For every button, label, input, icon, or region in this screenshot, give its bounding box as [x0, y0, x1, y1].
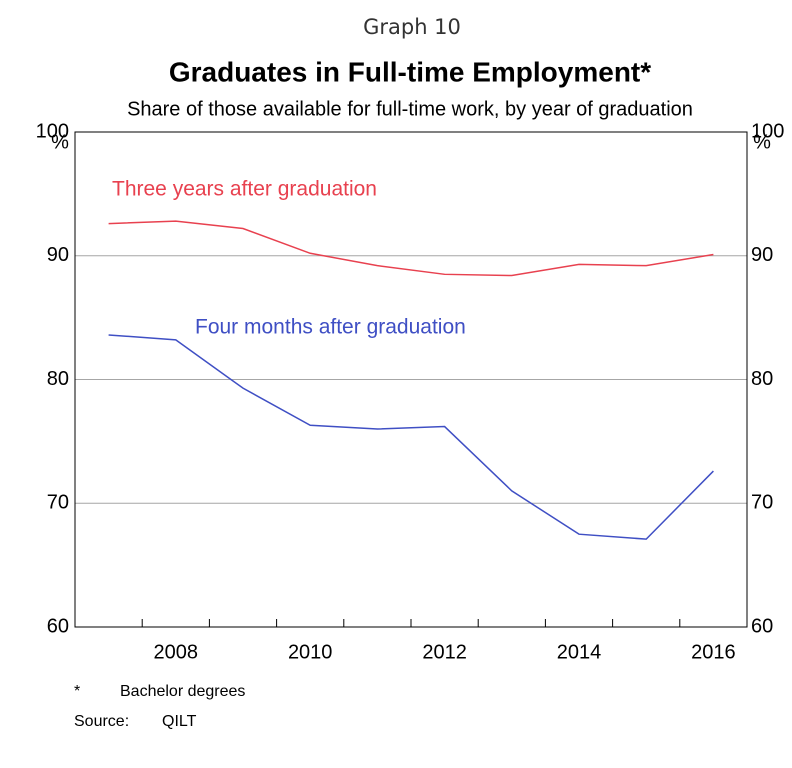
series-line	[108, 220, 714, 277]
y-unit-left: %	[51, 131, 69, 153]
series-label: Three years after graduation	[112, 178, 377, 201]
y-tick-label: 60	[47, 615, 69, 637]
chart-subtitle: Share of those available for full-time w…	[127, 98, 693, 120]
y-tick-label-right: 90	[751, 244, 773, 266]
y-tick-label: 80	[47, 368, 69, 390]
plot-frame	[74, 131, 748, 628]
x-tick-label: 2016	[691, 641, 736, 663]
series-label: Four months after graduation	[195, 316, 466, 339]
chart-title: Graduates in Full-time Employment*	[169, 56, 651, 87]
footnote-marker: *	[74, 683, 80, 700]
y-tick-label-right: 70	[751, 492, 773, 514]
x-tick-label: 2014	[557, 641, 602, 663]
source-label: Source:	[74, 713, 129, 730]
x-tick-label: 2010	[288, 641, 333, 663]
y-unit-right: %	[753, 131, 771, 153]
y-tick-label: 70	[47, 492, 69, 514]
y-tick-label: 100	[36, 120, 69, 142]
series-line	[108, 334, 714, 540]
x-tick-label: 2012	[422, 641, 467, 663]
graph-number: Graph 10	[363, 15, 461, 39]
y-tick-label-right: 60	[751, 615, 773, 637]
y-tick-label-right: 100	[751, 120, 784, 142]
x-tick-label: 2008	[154, 641, 199, 663]
source: QILT	[162, 713, 197, 730]
y-tick-label: 90	[47, 244, 69, 266]
y-tick-label-right: 80	[751, 368, 773, 390]
footnote: Bachelor degrees	[120, 683, 245, 700]
